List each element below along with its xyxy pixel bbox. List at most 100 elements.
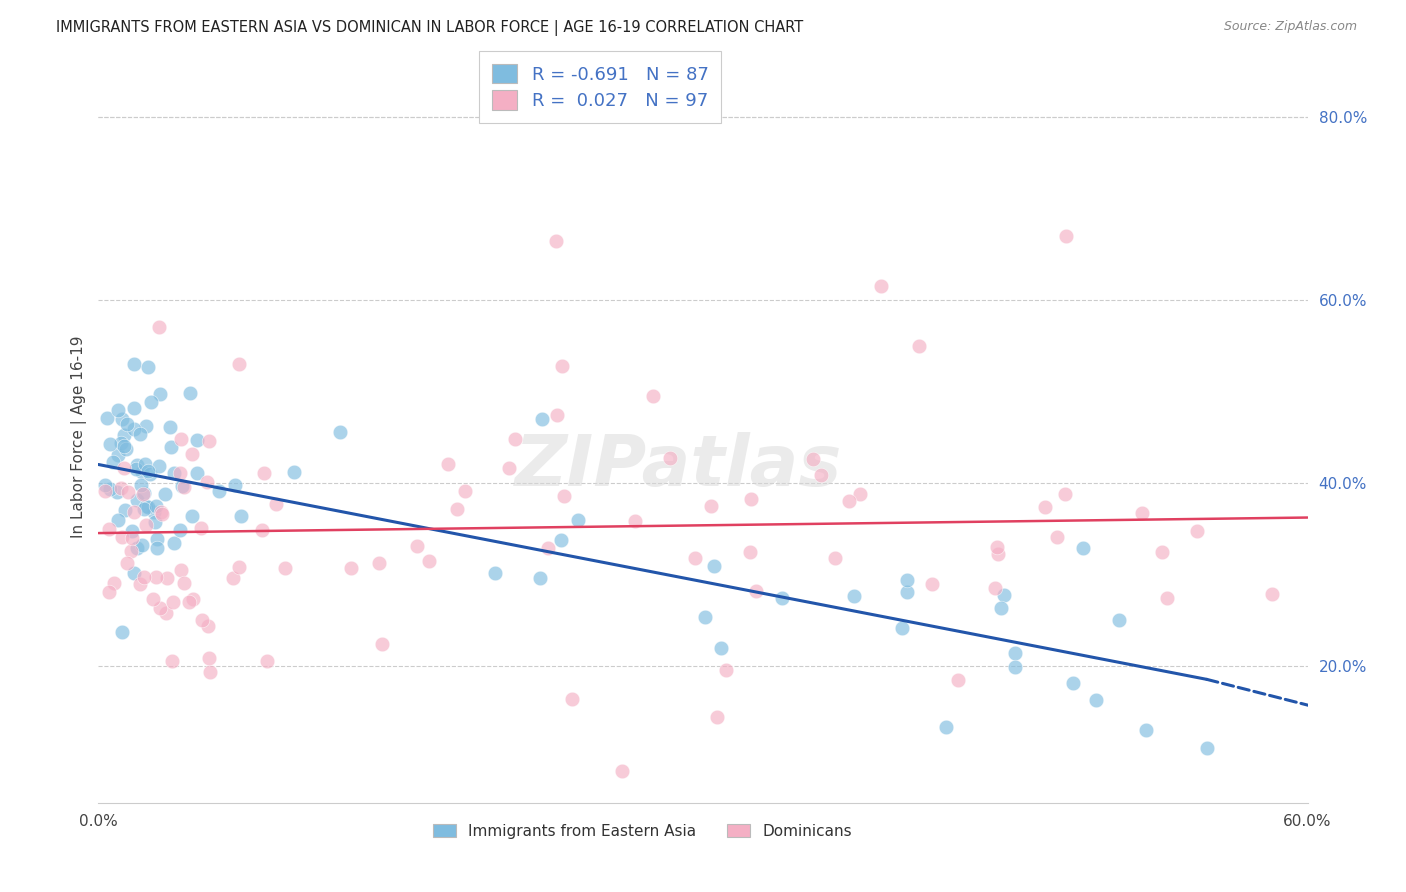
Point <box>149 505 172 519</box>
Point <box>134 502 156 516</box>
Point <box>96 411 118 425</box>
Point <box>120 544 142 558</box>
Point <box>173 575 195 590</box>
Point <box>770 591 793 605</box>
Point <box>553 490 575 504</box>
Point <box>612 764 634 778</box>
Point <box>107 403 129 417</box>
Point <box>1033 500 1056 514</box>
Point <box>623 514 645 528</box>
Point <box>810 467 832 482</box>
Point <box>693 610 716 624</box>
Point <box>111 530 134 544</box>
Point <box>112 428 135 442</box>
Point <box>135 418 157 433</box>
Point <box>710 640 733 655</box>
Point <box>145 499 167 513</box>
Point <box>128 577 150 591</box>
Point <box>1085 692 1108 706</box>
Point <box>162 654 184 668</box>
Point <box>740 492 762 507</box>
Point <box>124 357 146 371</box>
Point <box>368 556 391 570</box>
Point <box>107 513 129 527</box>
Text: ZIPatlas: ZIPatlas <box>515 432 842 500</box>
Point <box>150 507 173 521</box>
Point <box>114 442 136 457</box>
Point <box>561 691 583 706</box>
Point <box>1150 544 1173 558</box>
Point <box>228 560 250 574</box>
Point <box>121 531 143 545</box>
Point <box>896 584 918 599</box>
Point <box>169 523 191 537</box>
Point <box>484 566 506 580</box>
Point <box>170 479 193 493</box>
Point <box>146 532 169 546</box>
Point <box>1108 613 1130 627</box>
Point <box>162 595 184 609</box>
Text: IMMIGRANTS FROM EASTERN ASIA VS DOMINICAN IN LABOR FORCE | AGE 16-19 CORRELATION: IMMIGRANTS FROM EASTERN ASIA VS DOMINICA… <box>56 20 803 36</box>
Text: Source: ZipAtlas.com: Source: ZipAtlas.com <box>1223 20 1357 33</box>
Point <box>98 482 121 496</box>
Point <box>744 583 766 598</box>
Point <box>544 234 567 248</box>
Point <box>984 581 1007 595</box>
Point <box>659 450 682 465</box>
Point <box>127 458 149 473</box>
Point <box>406 539 429 553</box>
Point <box>200 665 222 679</box>
Point <box>149 601 172 615</box>
Point <box>921 577 943 591</box>
Point <box>987 547 1010 561</box>
Point <box>1185 524 1208 538</box>
Point <box>107 448 129 462</box>
Point <box>117 417 139 431</box>
Point <box>208 483 231 498</box>
Point <box>498 461 520 475</box>
Point <box>132 486 155 500</box>
Point <box>149 387 172 401</box>
Point <box>107 485 129 500</box>
Point <box>228 357 250 371</box>
Point <box>256 654 278 668</box>
Point <box>155 571 177 585</box>
Point <box>869 279 891 293</box>
Point <box>946 673 969 688</box>
Point <box>98 437 121 451</box>
Point <box>418 553 440 567</box>
Point <box>132 570 155 584</box>
Point <box>136 500 159 514</box>
Point <box>145 570 167 584</box>
Point <box>139 395 162 409</box>
Point <box>537 541 560 556</box>
Point <box>110 482 132 496</box>
Point <box>97 585 120 599</box>
Point <box>849 487 872 501</box>
Point <box>98 522 121 536</box>
Point <box>128 426 150 441</box>
Point <box>1053 487 1076 501</box>
Point <box>935 720 957 734</box>
Point <box>131 465 153 479</box>
Point <box>181 447 204 461</box>
Point <box>103 576 125 591</box>
Point <box>685 551 707 566</box>
Point <box>110 436 132 450</box>
Point <box>229 509 252 524</box>
Point <box>190 613 212 627</box>
Point <box>111 412 134 426</box>
Point <box>124 401 146 415</box>
Point <box>1004 646 1026 660</box>
Point <box>139 467 162 481</box>
Point <box>896 574 918 588</box>
Point <box>1261 587 1284 601</box>
Point <box>550 533 572 548</box>
Point <box>170 432 193 446</box>
Point <box>94 483 117 498</box>
Point <box>112 439 135 453</box>
Point <box>198 434 221 448</box>
Point <box>437 457 460 471</box>
Point <box>197 619 219 633</box>
Point <box>706 710 728 724</box>
